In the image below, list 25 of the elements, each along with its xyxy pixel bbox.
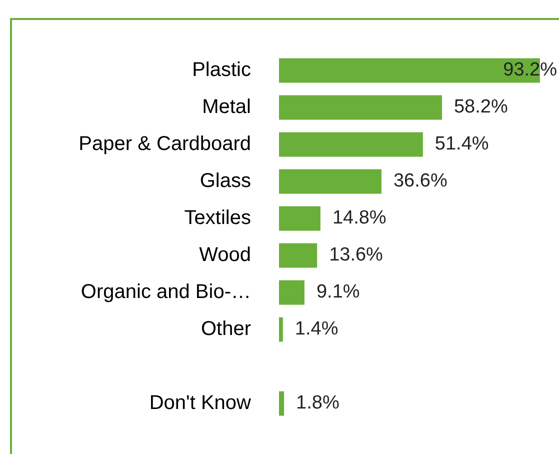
bar [279, 317, 283, 342]
bar [279, 95, 442, 120]
y-tick-label: Organic and Bio-… [80, 281, 251, 304]
bar [279, 391, 284, 416]
bar [279, 169, 382, 194]
y-tick-label: Glass [200, 170, 251, 192]
data-label: 1.4% [294, 318, 338, 340]
data-label: 1.8% [296, 392, 340, 414]
data-label: 51.4% [434, 134, 489, 155]
y-tick-label: Textiles [184, 207, 251, 230]
bar [279, 206, 320, 231]
bar [279, 243, 318, 268]
data-label: 36.6% [393, 170, 448, 192]
data-label: 14.8% [332, 208, 386, 229]
y-tick-label: Don't Know [149, 392, 252, 414]
data-label: 13.6% [329, 244, 384, 266]
bar [279, 280, 304, 305]
y-tick-label: Plastic [192, 59, 251, 82]
data-label: 9.1% [316, 282, 360, 303]
bar [279, 132, 423, 157]
data-label: 58.2% [454, 96, 508, 118]
y-tick-label: Wood [199, 244, 251, 266]
y-tick-label: Paper & Cardboard [78, 133, 251, 156]
y-tick-label: Metal [202, 96, 251, 118]
y-tick-label: Other [200, 318, 252, 340]
